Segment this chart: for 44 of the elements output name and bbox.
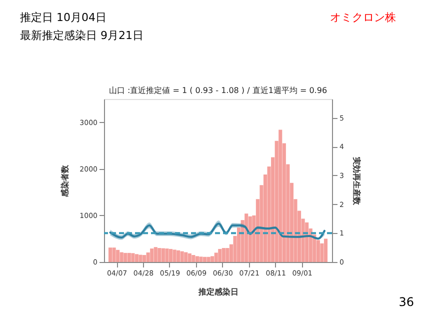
bar — [214, 252, 218, 262]
bar — [244, 214, 248, 262]
bar — [112, 248, 116, 262]
chart-title: 山口 :直近推定値 = 1 ( 0.93 - 1.08 ) / 直近1週平均 = 0.96 — [108, 86, 328, 95]
bar — [176, 250, 180, 262]
bar — [161, 248, 165, 262]
bar — [202, 256, 207, 262]
text: 36 — [398, 295, 414, 309]
text: オミクロン株 — [330, 11, 396, 24]
bar — [138, 254, 142, 262]
bar — [226, 248, 230, 262]
bar — [134, 254, 138, 262]
bar — [150, 248, 154, 262]
bar — [142, 255, 146, 262]
bar — [124, 252, 128, 262]
bar — [218, 248, 222, 262]
bar — [154, 247, 158, 262]
bar — [146, 252, 150, 262]
bar — [210, 256, 214, 262]
y2-axis-title: 実効再生産数 — [352, 156, 362, 206]
bar — [172, 250, 176, 262]
bar — [168, 248, 173, 262]
bar — [180, 251, 184, 262]
bar — [206, 256, 210, 262]
bar — [192, 255, 196, 262]
bar — [127, 252, 131, 262]
bar — [120, 252, 124, 262]
bar — [324, 238, 328, 262]
bar — [108, 248, 112, 262]
bar — [199, 256, 203, 262]
x-axis-title: 推定感染日 — [198, 286, 238, 296]
bar — [222, 248, 226, 262]
text: 推定日 10月04日 — [20, 11, 106, 24]
bar — [158, 248, 162, 262]
bar — [278, 130, 282, 262]
y-axis-title: 感染者数 — [60, 164, 70, 198]
bar — [165, 248, 169, 262]
bar — [131, 253, 135, 262]
bar — [248, 216, 252, 262]
bar — [184, 252, 188, 262]
bar — [188, 253, 192, 262]
text: 最新推定感染日 9月21日 — [20, 29, 144, 42]
bar — [116, 250, 120, 262]
bar — [195, 256, 199, 262]
